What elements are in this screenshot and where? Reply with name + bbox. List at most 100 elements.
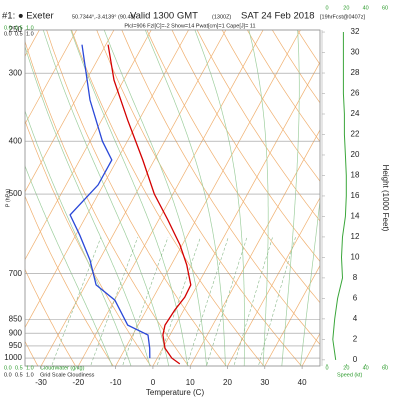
y-tick-label: 250 bbox=[9, 25, 23, 34]
isotherm bbox=[25, 30, 115, 193]
x-tick-label: 30 bbox=[260, 378, 269, 387]
isotherm bbox=[25, 30, 77, 125]
cloudiness-tick: 0.5 bbox=[15, 31, 23, 37]
mixing-ratio-line bbox=[206, 237, 248, 366]
background-lines bbox=[0, 20, 400, 369]
dry-adiabat bbox=[25, 40, 189, 366]
x-tick-label: 40 bbox=[298, 378, 307, 387]
y-tick-label: 500 bbox=[9, 189, 23, 198]
mixing-ratio-line bbox=[233, 237, 273, 366]
cloudiness-label: Grid Scale Cloudiness bbox=[40, 372, 95, 378]
speed-tick-label: 60 bbox=[382, 5, 388, 11]
isotherm bbox=[115, 30, 301, 366]
isotherm bbox=[264, 264, 320, 366]
y2-tick-label: 16 bbox=[351, 191, 360, 200]
cloud-water-tick: 0.5 bbox=[15, 25, 23, 31]
moist-adiabat bbox=[281, 30, 300, 366]
y2-tick-label: 6 bbox=[353, 293, 358, 302]
y2-tick-label: 20 bbox=[351, 150, 360, 159]
y2-tick-label: 12 bbox=[351, 232, 360, 241]
speed-tick-label: 40 bbox=[363, 365, 369, 371]
cloud-water-tick: 0.0 bbox=[4, 25, 12, 31]
mixing-ratio-line bbox=[156, 237, 201, 366]
y2-tick-label: 0 bbox=[353, 355, 358, 364]
x-tick-label: -30 bbox=[35, 378, 47, 387]
dry-adiabat bbox=[46, 30, 227, 366]
subtitle: Plcl=906 Fzl[C]=-2 Show=14 Pwat[cm]=1 Ca… bbox=[124, 23, 255, 29]
wind-speed-line bbox=[332, 32, 347, 360]
dry-adiabat bbox=[146, 30, 320, 304]
y2-tick-label: 10 bbox=[351, 253, 360, 262]
dry-adiabat bbox=[246, 30, 320, 143]
y2-tick-label: 22 bbox=[351, 130, 360, 139]
y-tick-label: 900 bbox=[9, 328, 23, 337]
moist-adiabat bbox=[42, 30, 170, 366]
speed-tick-label: 20 bbox=[343, 5, 349, 11]
speed-label: Speed (kt) bbox=[337, 372, 363, 378]
moist-adiabat bbox=[70, 30, 189, 366]
speed-tick-label: 60 bbox=[382, 365, 388, 371]
moist-adiabat bbox=[300, 197, 320, 366]
isotherm bbox=[25, 30, 152, 261]
x-axis-label: Temperature (C) bbox=[146, 388, 205, 397]
y-tick-label: 950 bbox=[9, 341, 23, 350]
moist-adiabat bbox=[25, 165, 113, 366]
dry-adiabat bbox=[25, 195, 114, 366]
dry-adiabat bbox=[171, 30, 320, 262]
moist-adiabat bbox=[25, 109, 132, 366]
y2-tick-label: 26 bbox=[351, 89, 360, 98]
dry-adiabat bbox=[391, 20, 400, 369]
y-tick-label: 700 bbox=[9, 269, 23, 278]
cloud-water-tick: 0.0 bbox=[4, 365, 12, 371]
cloud-water-tick: 1.0 bbox=[26, 365, 34, 371]
x-tick-label: -10 bbox=[110, 378, 122, 387]
station: #1: ● Exeter bbox=[2, 11, 54, 22]
y2-tick-label: 30 bbox=[351, 48, 360, 57]
temperature-line bbox=[107, 44, 192, 365]
y2-tick-label: 14 bbox=[351, 212, 360, 221]
dry-adiabat bbox=[271, 30, 320, 104]
cloudiness-tick: 1.0 bbox=[26, 372, 34, 378]
mixing-ratio-line bbox=[258, 237, 296, 366]
title-small: (1300Z) bbox=[212, 14, 231, 20]
moist-adiabat bbox=[144, 30, 226, 366]
coords: 50.7344°,-3.4139° (90.48) bbox=[72, 14, 136, 20]
y-tick-label: 1000 bbox=[4, 353, 22, 362]
dewpoint-line bbox=[69, 44, 151, 359]
cloud-water-label: CloudWater (g/kg) bbox=[40, 365, 85, 371]
y-tick-label: 300 bbox=[9, 68, 23, 77]
isotherm bbox=[227, 197, 320, 366]
x-tick-label: 0 bbox=[151, 378, 156, 387]
isotherm bbox=[152, 61, 320, 366]
isotherm bbox=[0, 30, 2, 366]
speed-tick-label: 20 bbox=[343, 365, 349, 371]
dry-adiabat bbox=[96, 30, 302, 366]
x-tick-label: 20 bbox=[223, 378, 232, 387]
y2-tick-label: 28 bbox=[351, 68, 360, 77]
title-date: SAT 24 Feb 2018 bbox=[241, 11, 315, 22]
cloud-water-tick: 0.5 bbox=[15, 365, 23, 371]
speed-tick-label: 0 bbox=[325, 365, 328, 371]
isotherm bbox=[25, 30, 189, 329]
y-tick-label: 850 bbox=[9, 315, 23, 324]
mixing-ratio-line bbox=[90, 237, 139, 366]
moist-adiabat bbox=[25, 45, 151, 366]
x-tick-label: -20 bbox=[73, 378, 85, 387]
dry-adiabat bbox=[221, 30, 320, 182]
moist-adiabat bbox=[248, 30, 269, 366]
cloudiness-tick: 0.5 bbox=[15, 372, 23, 378]
dry-adiabat bbox=[196, 30, 320, 222]
dry-adiabat bbox=[121, 30, 320, 345]
y2-tick-label: 4 bbox=[353, 314, 358, 323]
y2-tick-label: 32 bbox=[351, 27, 360, 36]
cloudiness-tick: 0.0 bbox=[4, 372, 12, 378]
y-tick-label: 400 bbox=[9, 136, 23, 145]
mixing-ratio-line bbox=[122, 237, 169, 366]
cloudiness-tick: 1.0 bbox=[26, 31, 34, 37]
y2-axis-label: Height (1000 Feet) bbox=[381, 165, 390, 232]
dry-adiabat bbox=[25, 119, 152, 366]
cloud-water-tick: 1.0 bbox=[26, 25, 34, 31]
chart-title: Valid 1300 GMT bbox=[130, 11, 198, 22]
y-axis-label: P (hPa) bbox=[5, 189, 11, 208]
